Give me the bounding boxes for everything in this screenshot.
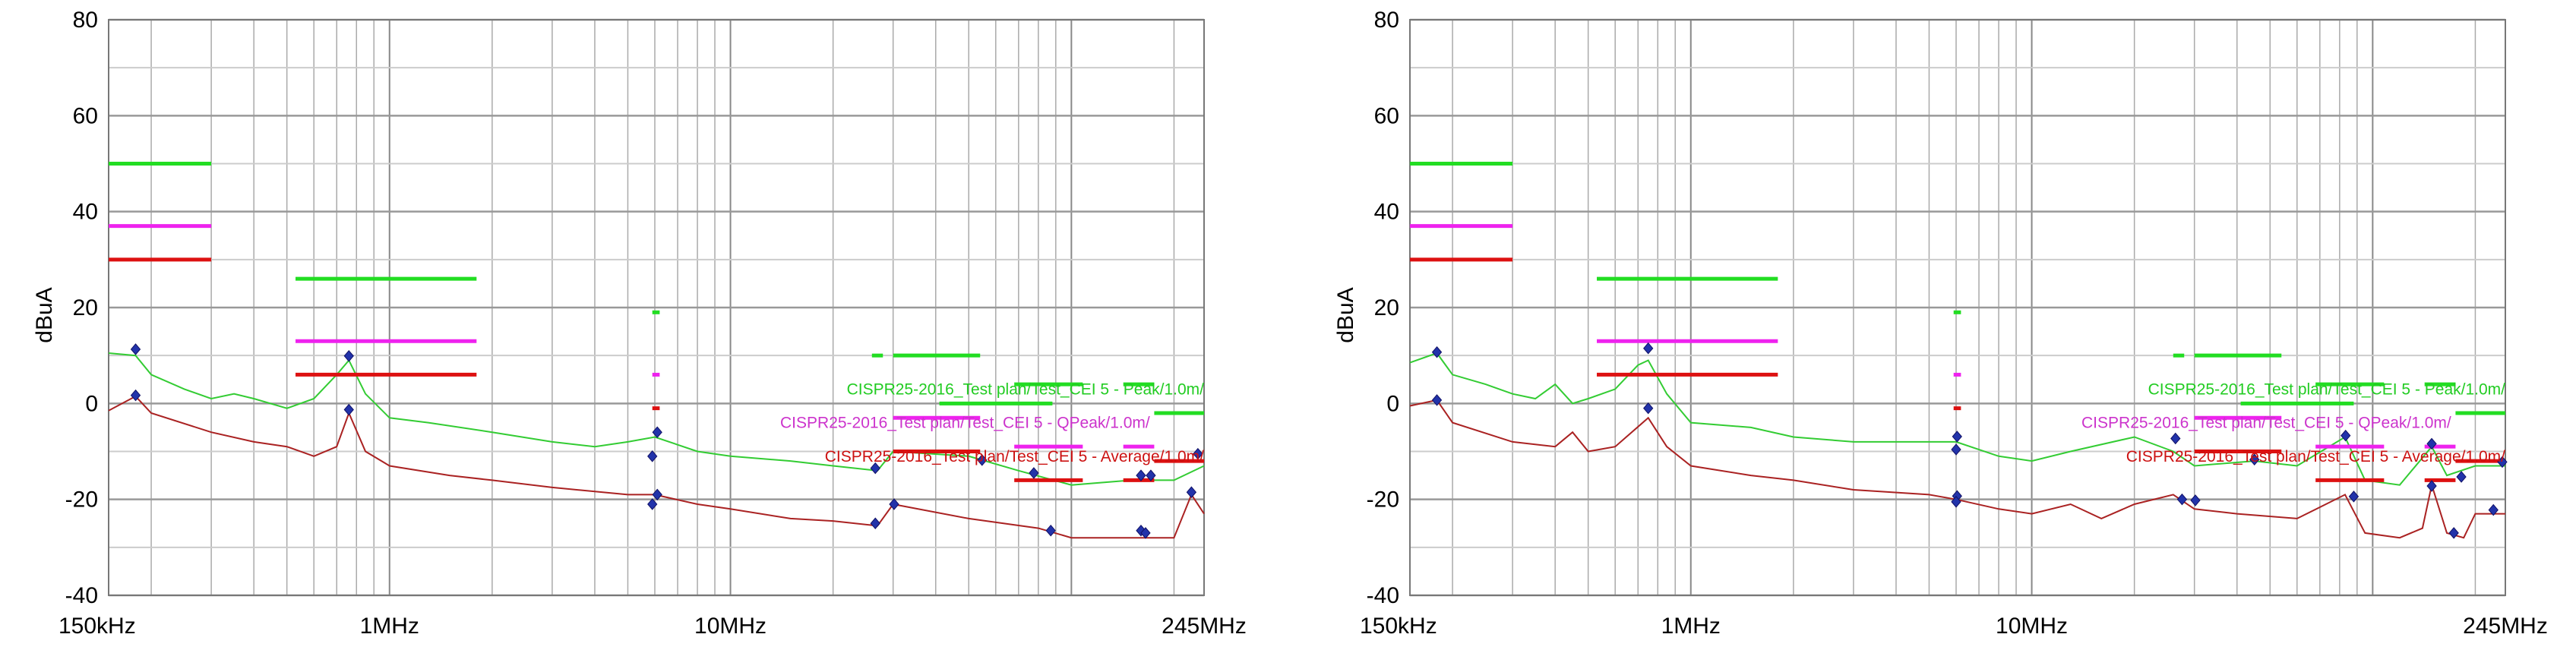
peak-marker	[1951, 496, 1961, 508]
x-tick-label: 150kHz	[1360, 614, 1437, 639]
legend-label: CISPR25-2016_Test plan/Test_CEI 5 - QPea…	[2081, 415, 2451, 432]
y-tick-label: 80	[73, 8, 98, 33]
x-tick-label: 1MHz	[1661, 614, 1721, 639]
peak-marker	[1431, 346, 1443, 358]
y-tick-label: 60	[73, 103, 98, 128]
y-tick-label: 40	[1374, 200, 1399, 225]
legend-label: CISPR25-2016_Test plan/Test_CEI 5 - Aver…	[2126, 448, 2505, 465]
y-tick-label: 20	[73, 295, 98, 320]
peak-marker	[1136, 469, 1146, 481]
peak-marker	[652, 426, 662, 439]
y-axis-label: dBuA	[32, 287, 57, 342]
peak-marker	[647, 450, 658, 462]
peak-marker	[1029, 467, 1039, 479]
peak-marker	[2176, 493, 2188, 506]
y-tick-label: -40	[1367, 583, 1399, 608]
peak-marker	[1186, 486, 1197, 498]
peak-marker	[1952, 431, 1962, 443]
peak-marker	[652, 488, 662, 501]
peak-marker	[2348, 491, 2359, 503]
x-tick-label: 150kHz	[58, 614, 136, 639]
peak-marker	[1643, 402, 1654, 415]
y-tick-label: 60	[1374, 103, 1399, 128]
peak-marker	[1045, 524, 1056, 537]
y-tick-label: 0	[85, 391, 98, 416]
peak-marker	[2426, 437, 2437, 450]
y-axis-label: dBuA	[1333, 287, 1358, 342]
peak-trace	[108, 352, 1205, 486]
peak-marker	[2170, 432, 2181, 445]
peak-marker	[647, 498, 658, 510]
peak-marker	[889, 498, 899, 510]
peak-marker	[2448, 527, 2459, 539]
x-tick-label: 1MHz	[360, 614, 419, 639]
y-tick-label: -40	[65, 583, 98, 608]
chart-1: 80 60 40 20 0 -20 -40 150kHz 1MHz 10MHz 245MHz dBuA…	[32, 8, 1247, 639]
legend-label: CISPR25-2016_Test plan/Test_CEI 5 - Peak…	[2148, 380, 2506, 398]
y-tick-label: 0	[1386, 391, 1399, 416]
peak-marker	[977, 454, 988, 466]
peak-marker	[1140, 527, 1151, 539]
peak-marker	[2426, 480, 2437, 492]
plot-frame	[1409, 19, 2506, 596]
average-trace	[1409, 399, 2505, 539]
peak-marker	[1951, 443, 1961, 456]
peak-marker	[343, 350, 354, 362]
x-tick-label: 245MHz	[1162, 614, 1247, 639]
chart-2: 80 60 40 20 0 -20 -40 150kHz 1MHz 10MHz 245MHz dBuA…	[1333, 8, 2548, 639]
peak-marker	[870, 462, 880, 475]
peak-marker	[130, 343, 141, 355]
y-tick-label: 40	[73, 200, 98, 225]
peak-marker	[130, 389, 141, 402]
x-tick-label: 10MHz	[694, 614, 766, 639]
peak-marker	[2190, 494, 2201, 506]
y-tick-label: -20	[1367, 488, 1399, 513]
x-tick-label: 245MHz	[2463, 614, 2548, 639]
peak-marker	[870, 517, 880, 530]
peak-marker	[2341, 429, 2351, 442]
legend-label: CISPR25-2016_Test plan/Test_CEI 5 - Peak…	[847, 380, 1205, 398]
peak-marker	[1643, 342, 1654, 355]
peak-marker	[2249, 453, 2260, 466]
peak-marker	[2456, 471, 2467, 483]
peak-marker	[2488, 503, 2499, 516]
peak-marker	[1431, 394, 1443, 406]
peak-trace	[1409, 352, 2505, 486]
peak-marker	[2497, 456, 2508, 469]
peak-marker	[1193, 447, 1203, 460]
x-tick-label: 10MHz	[1996, 614, 2068, 639]
legend-label: CISPR25-2016_Test plan/Test_CEI 5 - Aver…	[825, 448, 1204, 465]
peak-marker	[1146, 469, 1156, 481]
y-tick-label: 80	[1374, 8, 1399, 33]
plot-frame	[108, 19, 1205, 596]
peak-marker	[343, 403, 354, 416]
legend-label: CISPR25-2016_Test plan/Test_CEI 5 - QPea…	[780, 415, 1150, 432]
y-tick-label: -20	[65, 488, 98, 513]
y-tick-label: 20	[1374, 295, 1399, 320]
